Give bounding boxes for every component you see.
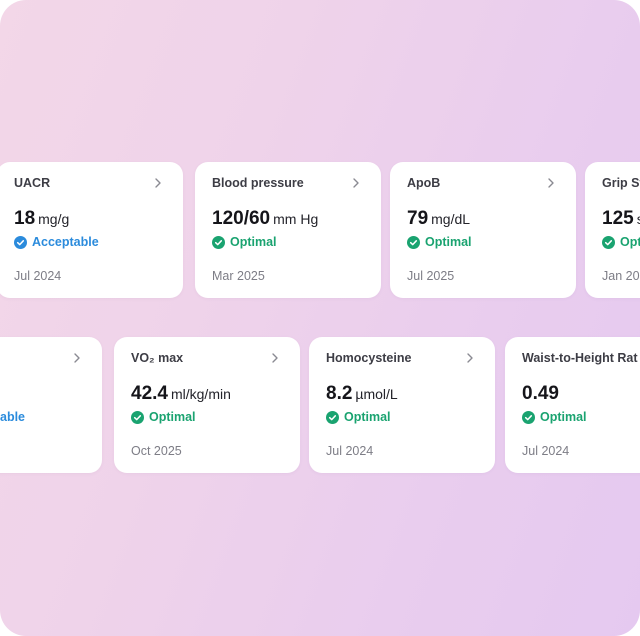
metric-value: 8.2 µmol/L: [326, 383, 398, 405]
check-circle-icon: [602, 235, 615, 249]
status-label: Optimal: [540, 410, 587, 424]
metric-card-uacr[interactable]: UACR 18 mg/g Acceptable Jul 2024: [0, 162, 183, 298]
check-circle-icon: [326, 410, 339, 424]
status-label: Optimal: [149, 410, 196, 424]
value-number: 125: [602, 208, 634, 229]
status-label: Optimal: [425, 235, 472, 249]
metric-card-apob[interactable]: ApoB 79 mg/dL Optimal Jul 2025: [390, 162, 576, 298]
check-circle-icon: [212, 235, 225, 249]
metric-card-waist-to-height[interactable]: Waist-to-Height Rat 0.49 Optimal Jul 202…: [505, 337, 640, 473]
value-unit: mm Hg: [273, 211, 319, 227]
metric-card-blood-pressure[interactable]: Blood pressure 120/60 mm Hg Optimal Mar 2…: [195, 162, 381, 298]
check-circle-icon: [407, 235, 420, 249]
status-badge: Opt: [602, 235, 640, 249]
status-label: Acceptable: [32, 235, 99, 249]
measurement-date: Jul 2025: [407, 269, 455, 283]
card-title: UACR: [14, 176, 51, 190]
status-label: Optimal: [230, 235, 277, 249]
measurement-date: Jul 2024: [522, 444, 570, 458]
measurement-date: Jul 2024: [326, 444, 374, 458]
value-unit: s: [637, 211, 640, 227]
card-title: Waist-to-Height Rat: [522, 351, 638, 365]
metric-card-homocysteine[interactable]: Homocysteine 8.2 µmol/L Optimal Jul 2024: [309, 337, 495, 473]
check-circle-icon: [522, 410, 535, 424]
metric-value: 18 mg/g: [14, 208, 69, 230]
status-label: Optimal: [344, 410, 391, 424]
chevron-right-icon: [272, 353, 278, 363]
value-unit: mg/dL: [431, 211, 471, 227]
status-badge: Optimal: [326, 410, 391, 424]
value-number: 42.4: [131, 383, 168, 404]
card-title: Homocysteine: [326, 351, 412, 365]
check-circle-icon: [14, 235, 27, 249]
metric-card-vo2-max[interactable]: VO₂ max 42.4 ml/kg/min Optimal Oct 2025: [114, 337, 300, 473]
value-number: 79: [407, 208, 429, 229]
chevron-right-icon: [155, 178, 161, 188]
card-title: ApoB: [407, 176, 441, 190]
measurement-date: Jan 20: [602, 269, 640, 283]
metric-value: 79 mg/dL: [407, 208, 470, 230]
status-label: able: [0, 410, 26, 424]
metric-card-partial[interactable]: able: [0, 337, 102, 473]
metric-value: 120/60 mm Hg: [212, 208, 318, 230]
value-unit: mg/g: [38, 211, 70, 227]
metric-value: 125s: [602, 208, 640, 230]
value-unit: µmol/L: [355, 386, 398, 402]
chevron-right-icon: [74, 353, 80, 363]
measurement-date: Oct 2025: [131, 444, 182, 458]
status-badge: Optimal: [522, 410, 587, 424]
value-number: 8.2: [326, 383, 353, 404]
metric-value: 0.49: [522, 383, 562, 405]
measurement-date: Mar 2025: [212, 269, 265, 283]
value-number: 0.49: [522, 383, 559, 404]
chevron-right-icon: [548, 178, 554, 188]
card-title: VO₂ max: [131, 351, 184, 365]
card-title: Grip St: [602, 176, 640, 190]
status-badge: Optimal: [212, 235, 277, 249]
metric-card-grip-strength[interactable]: Grip St 125s Opt Jan 20: [585, 162, 640, 298]
card-title: Blood pressure: [212, 176, 304, 190]
status-badge: able: [0, 410, 25, 424]
metric-value: 42.4 ml/kg/min: [131, 383, 231, 405]
status-badge: Optimal: [131, 410, 196, 424]
measurement-date: Jul 2024: [14, 269, 62, 283]
value-number: 120/60: [212, 208, 271, 229]
status-badge: Optimal: [407, 235, 472, 249]
chevron-right-icon: [353, 178, 359, 188]
status-label: Opt: [620, 235, 640, 249]
check-circle-icon: [131, 410, 144, 424]
value-number: 18: [14, 208, 36, 229]
chevron-right-icon: [467, 353, 473, 363]
status-badge: Acceptable: [14, 235, 99, 249]
value-unit: ml/kg/min: [170, 386, 231, 402]
